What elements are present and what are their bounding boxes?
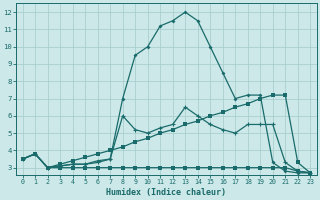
X-axis label: Humidex (Indice chaleur): Humidex (Indice chaleur) bbox=[107, 188, 227, 197]
